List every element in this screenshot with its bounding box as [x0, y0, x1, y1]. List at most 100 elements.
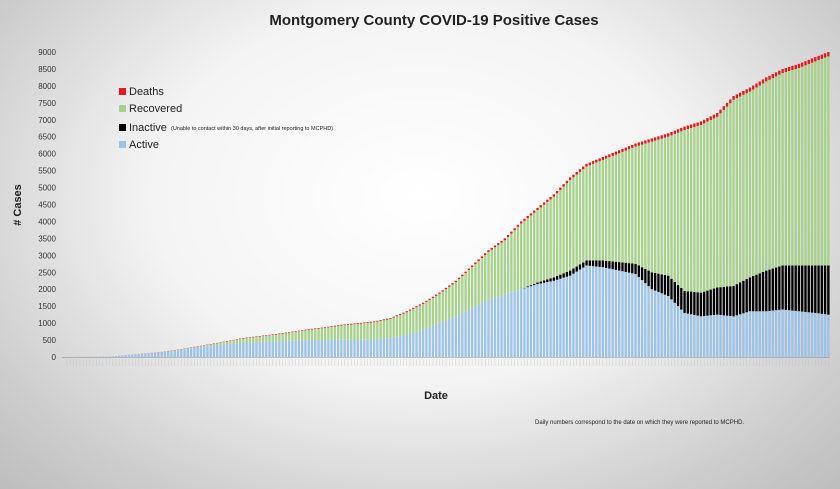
- bar-recovered: [752, 89, 755, 276]
- bar-active: [376, 339, 379, 357]
- bar-active: [395, 336, 399, 357]
- bar-inactive: [614, 261, 618, 270]
- bar-active: [634, 273, 637, 357]
- bar-active: [448, 319, 451, 357]
- bar-inactive: [572, 268, 575, 274]
- bar-deaths: [582, 166, 585, 170]
- bar-deaths: [284, 332, 288, 334]
- bar-active: [235, 343, 239, 357]
- bar-active: [565, 276, 569, 357]
- bar-active: [176, 350, 180, 357]
- bar-inactive: [552, 277, 556, 281]
- y-tick-label: 2000: [38, 285, 56, 294]
- bar-deaths: [572, 174, 575, 178]
- bar-deaths: [814, 57, 817, 62]
- bar-active: [333, 339, 337, 357]
- bar-recovered: [526, 218, 529, 287]
- bar-recovered: [797, 68, 801, 266]
- bar-inactive: [650, 272, 654, 290]
- bar-active: [320, 340, 323, 357]
- bar-deaths: [787, 66, 791, 72]
- legend: Deaths Recovered Inactive (Unable to con…: [119, 86, 333, 151]
- bar-recovered: [408, 310, 412, 334]
- bar-recovered: [235, 339, 239, 344]
- bar-recovered: [627, 149, 631, 264]
- bar-recovered: [333, 326, 337, 340]
- bar-deaths: [363, 322, 366, 324]
- bar-active: [529, 286, 533, 357]
- bar-inactive: [575, 266, 578, 272]
- bar-deaths: [278, 333, 281, 335]
- bar-recovered: [405, 312, 408, 335]
- bar-recovered: [791, 70, 794, 266]
- bar-recovered: [565, 183, 569, 272]
- bar-active: [124, 355, 127, 357]
- bar-recovered: [729, 103, 732, 287]
- bar-deaths: [510, 231, 513, 234]
- bar-deaths: [778, 70, 781, 75]
- legend-swatch-inactive: [119, 124, 126, 131]
- bar-active: [353, 339, 356, 357]
- bar-deaths: [797, 63, 801, 69]
- bar-recovered: [229, 340, 232, 344]
- bar-recovered: [402, 313, 405, 336]
- bar-recovered: [801, 66, 804, 266]
- bar-recovered: [712, 118, 716, 289]
- bar-inactive: [604, 260, 608, 268]
- bar-active: [768, 310, 771, 357]
- bar-active: [752, 311, 755, 357]
- bar-inactive: [742, 280, 745, 314]
- bar-deaths: [438, 292, 441, 294]
- bar-recovered: [611, 155, 614, 262]
- bar-deaths: [372, 321, 376, 323]
- bar-deaths: [699, 121, 703, 126]
- bar-active: [477, 304, 480, 357]
- bar-recovered: [810, 62, 814, 266]
- bar-inactive: [637, 265, 640, 278]
- bar-deaths: [366, 322, 369, 323]
- bar-recovered: [536, 210, 539, 283]
- bar-active: [114, 356, 118, 357]
- bar-deaths: [569, 177, 572, 180]
- bar-deaths: [519, 221, 523, 224]
- bar-deaths: [634, 143, 637, 147]
- bar-recovered: [742, 94, 745, 281]
- bar-inactive: [676, 284, 680, 307]
- bar-deaths: [389, 318, 392, 319]
- y-tick-label: 4000: [38, 217, 56, 226]
- bar-deaths: [673, 130, 676, 135]
- bar-deaths: [399, 313, 402, 315]
- y-tick-label: 1500: [38, 302, 56, 311]
- bar-deaths: [493, 245, 497, 248]
- bar-deaths: [435, 294, 438, 296]
- bar-recovered: [238, 339, 242, 344]
- bar-inactive: [716, 287, 719, 315]
- bar-active: [542, 282, 546, 357]
- bar-recovered: [696, 126, 699, 293]
- bar-active: [304, 340, 307, 357]
- bar-recovered: [343, 325, 346, 340]
- bar-active: [418, 330, 422, 357]
- bar-deaths: [820, 54, 823, 59]
- bar-deaths: [350, 323, 353, 325]
- y-tick-label: 1000: [38, 319, 56, 328]
- bar-recovered: [686, 129, 690, 292]
- bar-active: [137, 354, 140, 357]
- bar-deaths: [706, 118, 709, 122]
- bar-active: [369, 339, 373, 357]
- bar-recovered: [549, 199, 552, 279]
- bar-active: [519, 289, 523, 357]
- bar-inactive: [801, 265, 804, 312]
- bar-deaths: [353, 323, 356, 325]
- y-tick-label: 4500: [38, 201, 56, 210]
- bar-recovered: [376, 321, 379, 340]
- bar-active: [686, 313, 690, 357]
- bar-active: [480, 302, 484, 357]
- bar-active: [173, 350, 176, 357]
- bar-recovered: [670, 135, 673, 279]
- bar-deaths: [500, 240, 503, 243]
- bar-inactive: [810, 265, 814, 313]
- bar-recovered: [738, 96, 742, 283]
- bar-recovered: [369, 322, 373, 340]
- bar-recovered: [595, 162, 598, 261]
